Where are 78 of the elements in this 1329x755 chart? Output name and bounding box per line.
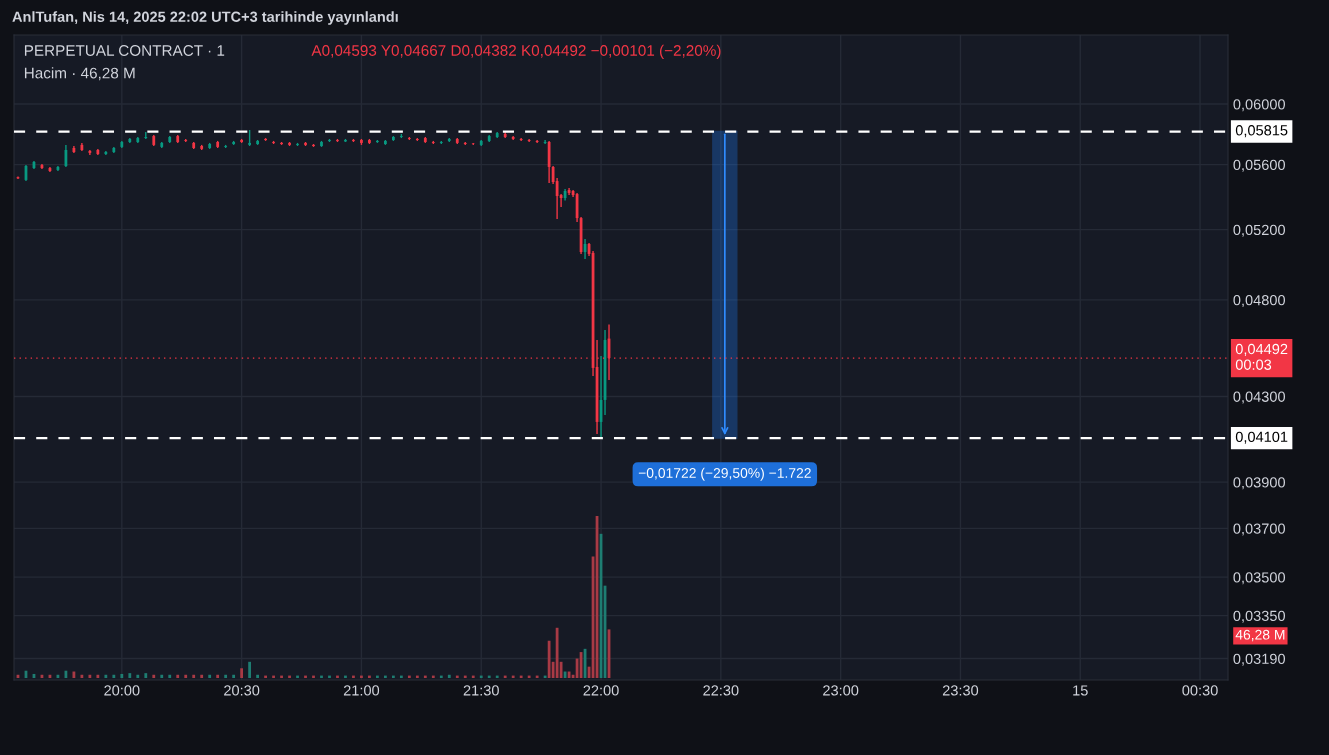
bar bbox=[224, 674, 228, 678]
annotation: Hacim · 46,28 M bbox=[24, 67, 135, 81]
candlestick bbox=[296, 142, 299, 147]
bar bbox=[112, 674, 116, 678]
bar bbox=[547, 640, 551, 678]
bar bbox=[152, 674, 156, 678]
text: PERPETUAL CONTRACT · 1 bbox=[24, 45, 225, 56]
bar bbox=[176, 674, 180, 678]
ref-line-label: 0,04101 bbox=[1235, 431, 1288, 444]
candlestick bbox=[352, 138, 355, 143]
text: 46,28 M bbox=[1235, 629, 1285, 642]
x-tick-label: 22:30 bbox=[703, 685, 739, 696]
bar bbox=[80, 674, 84, 678]
candlestick bbox=[535, 139, 539, 144]
candlestick bbox=[320, 140, 323, 148]
annotation: −0,01722 (−29,50%) −1.722 bbox=[638, 467, 811, 481]
x-tick-label: 15 bbox=[1073, 685, 1088, 696]
candlestick bbox=[391, 135, 395, 142]
bar bbox=[447, 674, 451, 678]
bar bbox=[96, 674, 100, 678]
y-tick-label: 0,03350 bbox=[1233, 610, 1286, 623]
x-tick-label: 20:00 bbox=[104, 685, 140, 696]
bar bbox=[555, 627, 559, 678]
text: AnlTufan, Nis 14, 2025 22:02 UTC+3 tarihinde yayınlandı bbox=[12, 11, 398, 25]
y-tick-label: 0,03500 bbox=[1233, 572, 1286, 585]
x-tick-label: 21:00 bbox=[343, 685, 380, 696]
candlestick bbox=[240, 138, 244, 144]
y-tick-label: 0,06000 bbox=[1233, 99, 1286, 112]
x-tick-label: 23:30 bbox=[942, 685, 979, 696]
bar bbox=[136, 674, 140, 678]
bar bbox=[144, 673, 148, 678]
text: A0,04593 Y0,04667 D0,04382 K0,04492 −0,00101 (−2,20%) bbox=[311, 44, 721, 59]
candlestick bbox=[383, 139, 387, 146]
candlestick bbox=[256, 139, 259, 146]
candlestick bbox=[264, 137, 267, 142]
candlestick bbox=[376, 139, 379, 144]
bar bbox=[104, 674, 108, 678]
x-tick-label: 20:30 bbox=[224, 685, 260, 696]
candlestick bbox=[272, 140, 275, 145]
bar bbox=[232, 674, 236, 678]
candlestick bbox=[328, 138, 331, 143]
x-tick-label: 00:30 bbox=[1182, 685, 1218, 696]
candlestick bbox=[280, 141, 283, 146]
y-tick-label: 0,03900 bbox=[1233, 477, 1286, 490]
bar bbox=[128, 673, 132, 678]
bar bbox=[240, 668, 244, 678]
bar bbox=[200, 674, 204, 678]
bar bbox=[120, 673, 124, 678]
y-tick-label: 0,03190 bbox=[1233, 653, 1286, 666]
x-tick-label: 22:00 bbox=[583, 685, 619, 696]
bar bbox=[208, 674, 212, 678]
candlestick bbox=[519, 137, 523, 142]
y-tick-label: 0,05600 bbox=[1233, 159, 1286, 172]
bar bbox=[192, 674, 196, 678]
candlestick bbox=[248, 129, 252, 147]
x-tick-label: 23:00 bbox=[823, 685, 859, 696]
ref-line-label: 0,05815 bbox=[1235, 125, 1288, 138]
y-tick-label: 0,04300 bbox=[1233, 391, 1286, 404]
bar bbox=[248, 661, 252, 678]
bar bbox=[256, 674, 259, 678]
y-tick-label: 0,04800 bbox=[1233, 295, 1286, 308]
candlestick bbox=[527, 138, 531, 143]
bar bbox=[168, 674, 172, 678]
bar bbox=[216, 674, 220, 678]
y-tick-label: 0,05200 bbox=[1233, 224, 1286, 237]
bar bbox=[184, 674, 188, 678]
candlestick bbox=[543, 139, 547, 145]
x-tick-label: 21:30 bbox=[463, 685, 499, 696]
candlestick bbox=[312, 143, 315, 148]
ref-line-label: 0,04492 00:03 bbox=[1235, 343, 1288, 370]
candlestick bbox=[304, 141, 307, 147]
candlestick bbox=[360, 138, 363, 146]
candlestick bbox=[336, 138, 339, 143]
candlestick bbox=[288, 141, 291, 147]
candlestick bbox=[368, 138, 371, 145]
bar bbox=[88, 674, 92, 678]
y-tick-label: 0,03700 bbox=[1233, 523, 1286, 536]
bar bbox=[160, 674, 164, 678]
